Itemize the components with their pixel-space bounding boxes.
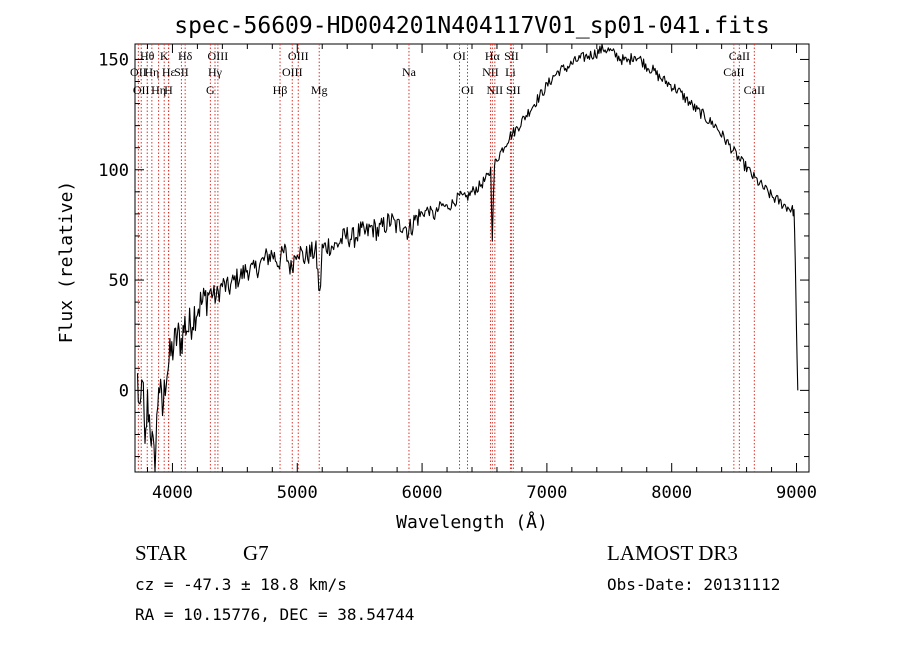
- spectral-line-label: G: [206, 83, 215, 97]
- spectral-line-labels: OIIOIIHθHηHηKHHεSIIHδGHγOIIIHβOIIIOIIIMg…: [130, 49, 765, 97]
- spectral-line-label: NII: [487, 83, 504, 97]
- spectral-line-label: SII: [504, 49, 519, 63]
- spectral-line-label: Hη: [144, 65, 159, 79]
- x-tick-label: 9000: [776, 483, 817, 503]
- spectral-line-label: Hθ: [140, 49, 155, 63]
- y-axis-ticks: 0 50 100 150: [98, 50, 809, 458]
- spectral-line-label: CaII: [729, 49, 750, 63]
- survey-name: LAMOST DR3: [607, 541, 738, 565]
- spectral-line-label: Hε: [162, 65, 176, 79]
- spectral-line-label: NII: [482, 65, 499, 79]
- spectral-line-label: OI: [453, 49, 466, 63]
- spectral-line-label: CaII: [744, 83, 765, 97]
- spectrum-series-line: [136, 43, 799, 473]
- y-tick-label: 0: [119, 381, 129, 401]
- coordinates: RA = 10.15776, DEC = 38.54744: [135, 605, 414, 624]
- obs-date: Obs-Date: 20131112: [607, 575, 780, 594]
- spectral-line-label: OII: [130, 65, 147, 79]
- spectral-line-markers: [137, 44, 755, 472]
- spectral-line-label: Hβ: [273, 83, 288, 97]
- chart-title: spec-56609-HD004201N404117V01_sp01-041.f…: [174, 13, 769, 39]
- x-tick-label: 4000: [152, 483, 193, 503]
- spectral-line-label: Mg: [311, 83, 328, 97]
- object-class: STAR: [135, 541, 187, 565]
- x-axis-label: Wavelength (Å): [396, 511, 548, 533]
- y-tick-label: 150: [98, 50, 129, 70]
- spectral-line-label: SII: [174, 65, 189, 79]
- spectral-line-label: OIII: [208, 49, 229, 63]
- y-tick-label: 50: [109, 271, 129, 291]
- x-axis-ticks: 4000 5000 6000 7000 8000 9000: [146, 44, 817, 503]
- spectral-line-label: H: [164, 83, 173, 97]
- spectral-line-label: OIII: [288, 49, 309, 63]
- y-tick-label: 100: [98, 161, 129, 181]
- redshift-text: cz = -47.3 ± 18.8 km/s: [135, 575, 347, 594]
- x-tick-label: 6000: [402, 483, 443, 503]
- x-tick-label: 8000: [651, 483, 692, 503]
- spectral-line-label: Hη: [151, 83, 166, 97]
- spectral-line-label: Li: [505, 65, 516, 79]
- spectral-line-label: OIII: [282, 65, 303, 79]
- spectral-line-label: CaII: [723, 65, 744, 79]
- x-tick-label: 7000: [526, 483, 567, 503]
- spectral-line-label: Hα: [485, 49, 501, 63]
- spectral-line-label: SII: [506, 83, 521, 97]
- object-subclass: G7: [243, 541, 269, 565]
- spectral-line-label: Na: [402, 65, 417, 79]
- spectral-line-label: Hδ: [178, 49, 193, 63]
- y-axis-label: Flux (relative): [56, 181, 77, 344]
- spectral-line-label: K: [160, 49, 169, 63]
- x-tick-label: 5000: [277, 483, 318, 503]
- spectral-line-label: OI: [461, 83, 474, 97]
- spectral-line-label: Hγ: [208, 65, 223, 79]
- plot-frame: [134, 43, 810, 473]
- spectral-line-label: OII: [133, 83, 150, 97]
